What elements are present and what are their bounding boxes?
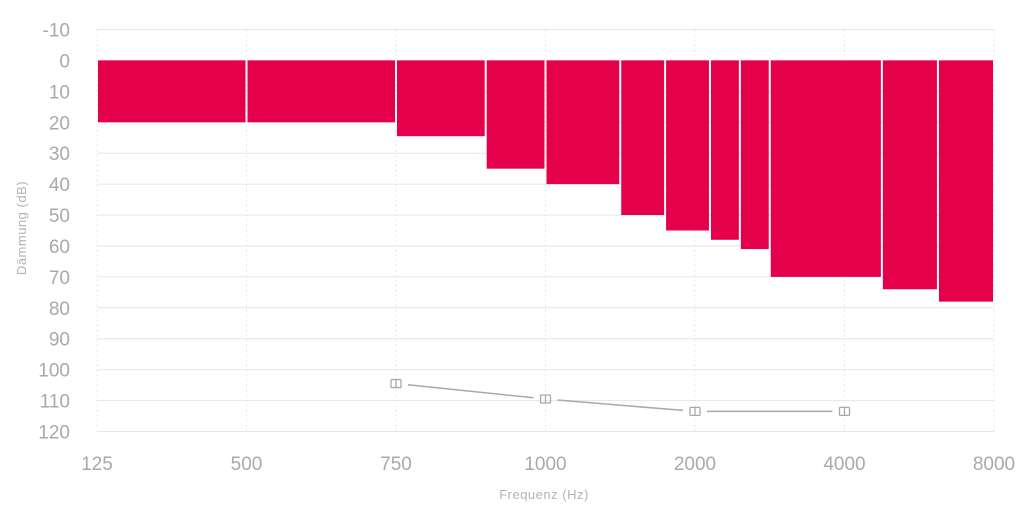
bars — [98, 60, 993, 302]
marker-point — [689, 406, 701, 417]
marker-point — [539, 394, 552, 404]
marker-connector — [557, 399, 684, 412]
bar — [546, 60, 620, 185]
x-tick-label: 1000 — [524, 454, 566, 475]
y-tick-label: 20 — [49, 113, 70, 134]
x-tick-label: 4000 — [823, 454, 865, 475]
y-tick-label: 80 — [49, 299, 70, 320]
x-tick-label: 500 — [231, 454, 263, 475]
marker-connector — [407, 384, 534, 399]
y-tick-label: 10 — [49, 82, 70, 103]
x-tick-label: 2000 — [674, 454, 716, 475]
x-tick-labels: 125 500 750 1000 2000 4000 8000 — [81, 454, 1015, 475]
y-tick-labels: -10 0 10 20 30 40 50 60 70 80 90 100 110 120 — [38, 21, 70, 444]
bar — [770, 60, 881, 277]
x-tick-label: 125 — [81, 454, 113, 475]
y-tick-label: 60 — [49, 237, 70, 258]
marker-point — [838, 406, 851, 417]
y-tick-label: 50 — [49, 206, 70, 227]
y-tick-label: 30 — [49, 144, 70, 165]
bar — [710, 60, 739, 240]
y-tick-label: 110 — [40, 392, 70, 413]
marker-point — [390, 378, 402, 389]
bar — [247, 60, 395, 123]
bar — [621, 60, 665, 216]
x-tick-label: 750 — [380, 454, 412, 475]
bar — [882, 60, 937, 290]
bar — [98, 60, 246, 123]
bar — [397, 60, 485, 137]
y-tick-label: 70 — [49, 268, 70, 289]
y-tick-label: 100 — [38, 361, 70, 382]
y-tick-label: -10 — [43, 21, 70, 42]
x-axis-title: Frequenz (Hz) — [499, 487, 589, 502]
y-axis-title: Dämmung (dB) — [14, 181, 29, 275]
bar — [938, 60, 993, 302]
y-tick-label: 0 — [59, 51, 70, 72]
bar — [740, 60, 769, 250]
bar — [666, 60, 709, 231]
y-tick-label: 40 — [49, 175, 70, 196]
x-tick-label: 8000 — [973, 454, 1015, 475]
y-tick-label: 120 — [38, 423, 70, 444]
bar — [486, 60, 545, 169]
y-tick-label: 90 — [49, 330, 70, 351]
marker-series — [390, 378, 851, 417]
